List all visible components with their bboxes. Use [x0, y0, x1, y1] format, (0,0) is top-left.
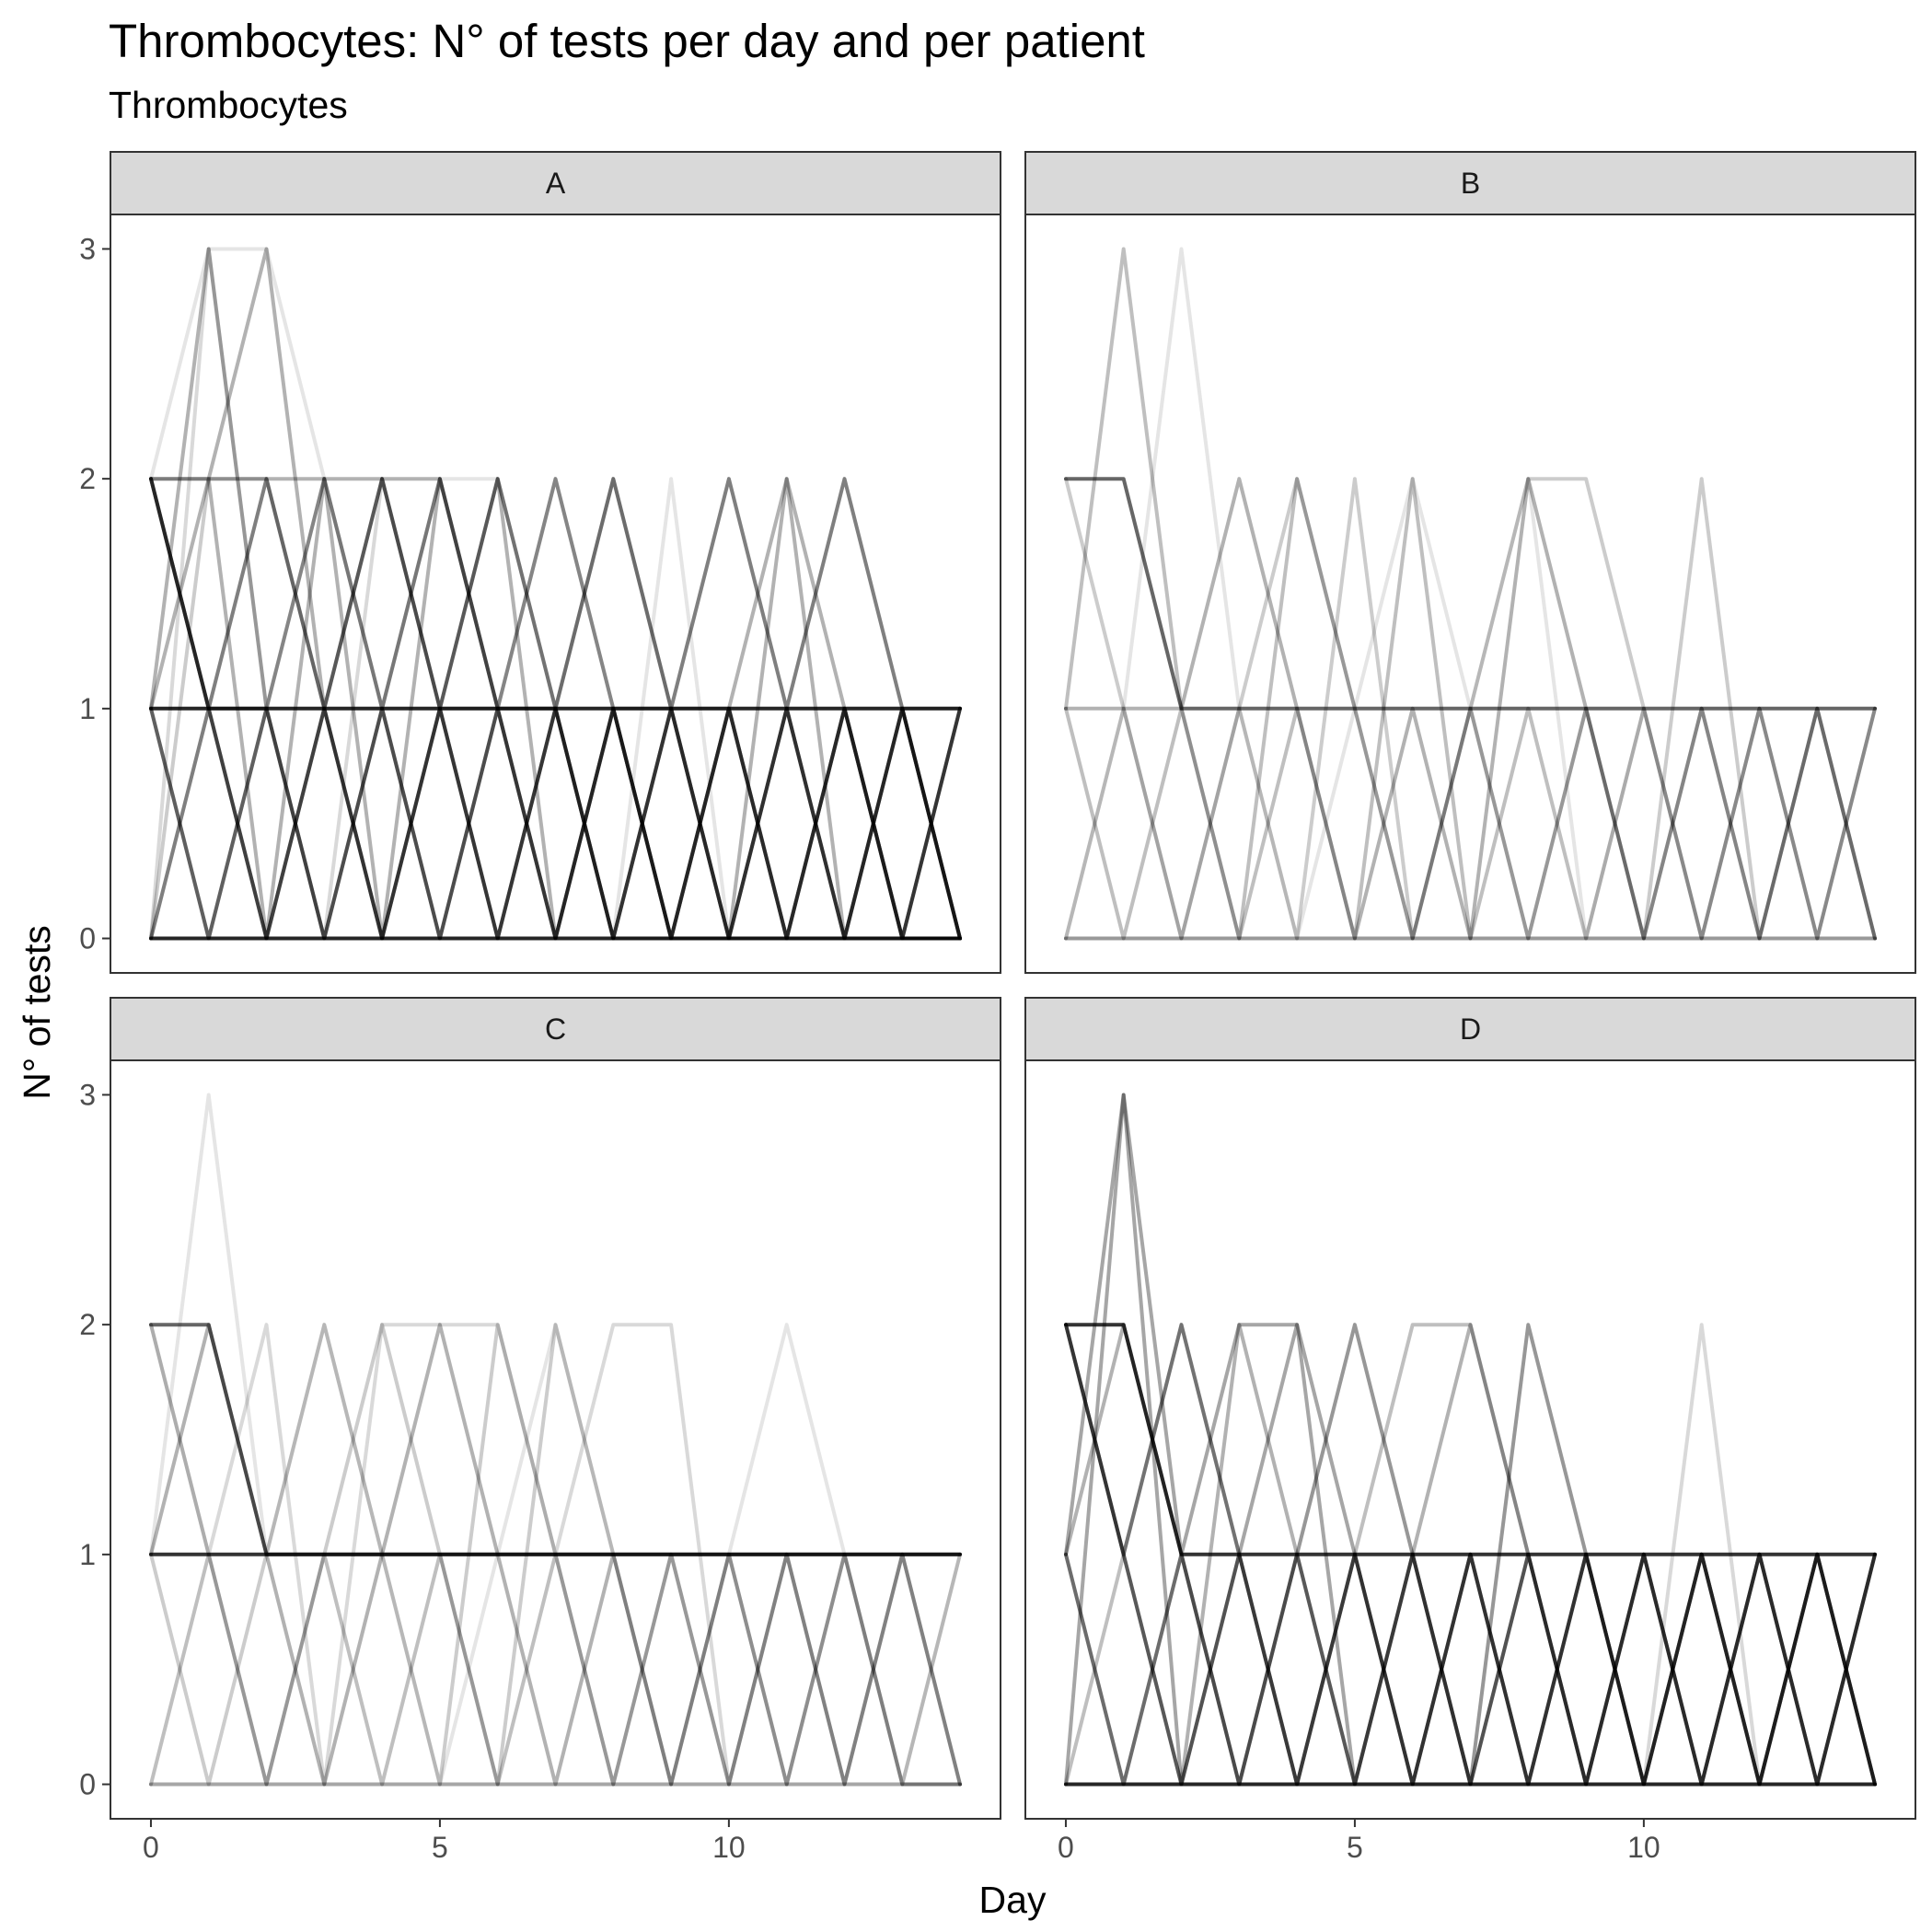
series-line-a-13 — [149, 477, 962, 941]
series-line-d-10 — [1064, 1323, 1877, 1787]
x-axis-title: Day — [979, 1879, 1047, 1921]
series-line-c-7 — [149, 1552, 962, 1787]
panel-a — [110, 214, 1001, 974]
series-line-a-9 — [149, 247, 962, 941]
y-tick-label-a-1: 1 — [79, 692, 96, 725]
series-line-a-15 — [149, 477, 962, 941]
y-tick-label-a-3: 3 — [79, 232, 96, 265]
y-tick-label-c-1: 1 — [79, 1538, 96, 1571]
series-line-d-11 — [1064, 1323, 1877, 1787]
series-line-d-7 — [1064, 1323, 1877, 1787]
series-group-b — [1064, 247, 1877, 941]
facet-strip-a — [110, 151, 1001, 215]
series-line-b-4 — [1064, 247, 1877, 941]
chart-subtitle: Thrombocytes — [109, 84, 348, 126]
y-tick-label-a-2: 2 — [79, 462, 96, 495]
panel-b — [1024, 214, 1916, 974]
series-line-c-2 — [149, 1323, 962, 1787]
series-line-a-11 — [149, 477, 962, 941]
series-line-a-8 — [149, 247, 962, 941]
series-line-b-1 — [1064, 477, 1877, 711]
x-tick-label-d-0: 0 — [1058, 1831, 1074, 1864]
series-line-d-6 — [1064, 1093, 1877, 1787]
facet-grid: A 0 1 2 3 B C 0 1 2 3 0 5 10 D 0 5 10 — [79, 151, 1916, 1864]
facet-strip-label-b: B — [1461, 167, 1480, 200]
y-tick-label-a-0: 0 — [79, 922, 96, 955]
facet-d: D 0 5 10 — [1024, 997, 1916, 1864]
y-axis-title: N° of tests — [16, 925, 58, 1100]
series-line-d-8 — [1064, 1323, 1877, 1787]
series-line-b-6 — [1064, 477, 1877, 941]
y-tick-label-c-3: 3 — [79, 1078, 96, 1111]
series-line-b-8 — [1064, 477, 1877, 941]
facet-strip-label-c: C — [545, 1012, 566, 1046]
series-line-a-12 — [149, 247, 962, 941]
series-line-a-7 — [149, 706, 962, 941]
facet-c: C 0 1 2 3 0 5 10 — [79, 997, 1001, 1864]
series-line-c-9 — [149, 1323, 962, 1787]
panel-d — [1024, 1059, 1916, 1820]
series-line-c-8 — [149, 1323, 962, 1787]
series-line-c-5 — [149, 1093, 962, 1787]
x-tick-label-d-5: 5 — [1347, 1831, 1363, 1864]
series-line-c-6 — [149, 1323, 962, 1787]
panel-c — [110, 1059, 1001, 1820]
x-tick-label-c-10: 10 — [712, 1831, 746, 1864]
facet-strip-c — [110, 997, 1001, 1061]
facet-strip-b — [1024, 151, 1916, 215]
series-line-d-5 — [1064, 1093, 1877, 1787]
series-line-b-3 — [1064, 247, 1877, 941]
series-line-a-6 — [149, 706, 962, 941]
series-line-a-14 — [149, 477, 962, 941]
facet-a: A 0 1 2 3 — [79, 151, 1001, 974]
series-line-a-10 — [149, 247, 962, 941]
x-tick-label-d-10: 10 — [1627, 1831, 1660, 1864]
series-group-c — [149, 1093, 962, 1787]
x-tick-label-c-5: 5 — [432, 1831, 448, 1864]
series-group-a — [149, 247, 962, 941]
facet-strip-label-d: D — [1460, 1012, 1481, 1046]
facet-b: B — [1024, 151, 1916, 974]
y-tick-label-c-2: 2 — [79, 1308, 96, 1341]
x-tick-label-c-0: 0 — [143, 1831, 159, 1864]
series-line-d-3 — [1064, 1323, 1877, 1787]
chart-title: Thrombocytes: N° of tests per day and pe… — [109, 15, 1145, 67]
series-line-b-7 — [1064, 477, 1877, 941]
facet-strip-label-a: A — [546, 167, 566, 200]
y-tick-label-c-0: 0 — [79, 1768, 96, 1801]
series-line-b-5 — [1064, 477, 1877, 941]
series-group-d — [1064, 1093, 1877, 1787]
series-line-d-4 — [1064, 1552, 1877, 1787]
series-line-d-9 — [1064, 1323, 1877, 1787]
